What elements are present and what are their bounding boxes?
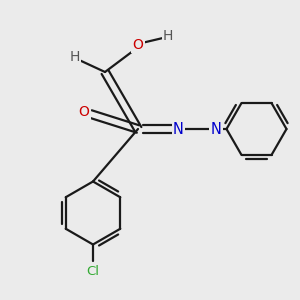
- Text: H: H: [163, 29, 173, 43]
- Text: N: N: [211, 122, 221, 136]
- Text: Cl: Cl: [86, 265, 100, 278]
- Text: N: N: [173, 122, 184, 136]
- Text: O: O: [79, 106, 89, 119]
- Text: O: O: [133, 38, 143, 52]
- Text: H: H: [70, 50, 80, 64]
